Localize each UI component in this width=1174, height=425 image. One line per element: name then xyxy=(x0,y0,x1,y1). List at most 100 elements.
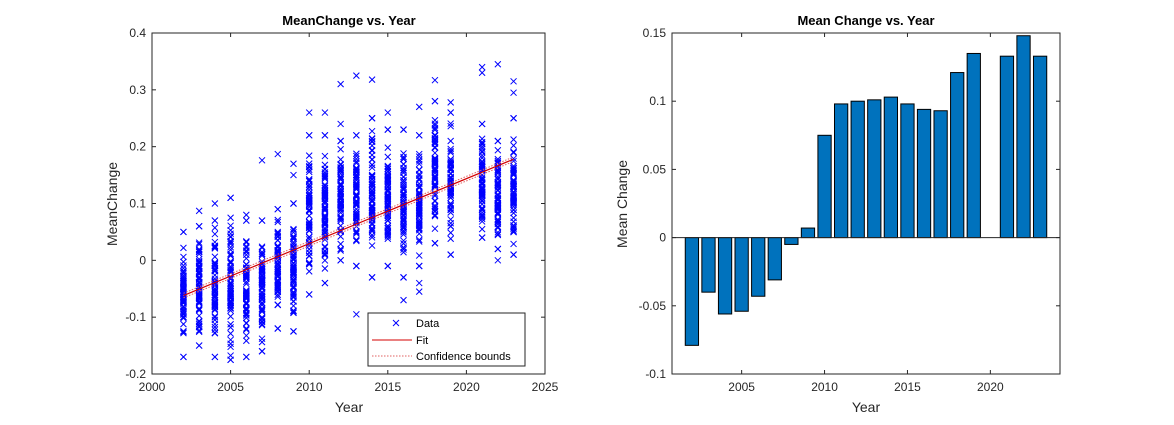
data-point xyxy=(431,181,439,189)
data-point xyxy=(431,205,439,213)
data-point xyxy=(242,280,250,288)
data-point xyxy=(368,176,376,183)
data-point xyxy=(242,314,250,322)
data-point xyxy=(368,219,376,227)
data-point xyxy=(353,72,360,79)
data-point xyxy=(321,205,329,212)
data-point xyxy=(274,263,282,270)
data-point xyxy=(274,285,282,293)
data-point xyxy=(510,155,517,163)
data-point xyxy=(384,205,392,213)
data-point xyxy=(274,150,282,158)
data-point xyxy=(337,160,344,168)
data-point xyxy=(180,253,187,261)
data-point xyxy=(305,109,313,116)
data-point xyxy=(258,306,266,314)
data-point xyxy=(337,173,344,181)
data-point xyxy=(400,218,407,225)
data-point xyxy=(415,279,423,287)
data-point xyxy=(478,63,486,71)
data-point xyxy=(431,122,439,129)
data-point xyxy=(431,76,439,84)
data-point xyxy=(258,318,266,326)
data-point xyxy=(415,211,423,219)
data-point xyxy=(242,325,250,332)
bar-2004 xyxy=(717,237,733,315)
data-point xyxy=(321,203,329,211)
data-point xyxy=(337,195,344,203)
data-point xyxy=(258,156,266,164)
data-point xyxy=(447,175,455,182)
data-point xyxy=(431,192,439,200)
data-point xyxy=(384,225,392,232)
data-point xyxy=(242,309,250,317)
data-point xyxy=(368,242,376,249)
data-point xyxy=(353,150,360,158)
data-point xyxy=(494,230,502,238)
bar-2007 xyxy=(767,237,782,281)
data-point xyxy=(353,176,360,184)
data-point xyxy=(227,266,234,274)
data-point xyxy=(305,166,313,174)
bar-x-tick-label: 2020 xyxy=(977,380,1004,394)
data-point xyxy=(180,320,187,328)
data-point xyxy=(494,181,502,188)
data-point xyxy=(195,239,203,247)
data-point xyxy=(290,238,297,246)
data-point xyxy=(478,205,486,213)
data-point xyxy=(510,148,517,156)
data-point xyxy=(415,183,423,190)
data-point xyxy=(180,285,187,293)
data-point xyxy=(321,250,329,257)
data-point xyxy=(415,238,423,245)
data-point xyxy=(258,284,266,292)
data-point xyxy=(494,194,502,202)
data-point xyxy=(400,248,407,256)
data-point xyxy=(431,182,439,190)
data-point xyxy=(478,225,486,233)
data-point xyxy=(510,165,517,172)
data-point xyxy=(305,168,313,176)
data-point xyxy=(258,275,266,283)
scatter-y-axis-label: MeanChange xyxy=(104,162,120,246)
data-point xyxy=(384,165,392,173)
data-point xyxy=(274,301,282,309)
data-point xyxy=(211,245,219,252)
data-point xyxy=(510,162,517,170)
data-point xyxy=(447,166,455,174)
data-point xyxy=(447,251,455,259)
data-point xyxy=(447,229,455,237)
data-point xyxy=(384,186,392,194)
data-point xyxy=(337,120,344,128)
data-point xyxy=(274,293,282,301)
data-point xyxy=(305,222,313,229)
data-point xyxy=(337,215,344,223)
scatter-y-tick-label: 0.1 xyxy=(129,197,146,211)
data-point xyxy=(494,184,502,191)
data-point xyxy=(510,157,517,165)
bar-y-tick-label: 0 xyxy=(659,231,666,245)
data-point xyxy=(180,272,187,280)
bar-y-tick-label: -0.1 xyxy=(645,367,666,381)
data-point xyxy=(447,200,455,207)
bar-y-tick-label: 0.1 xyxy=(649,94,666,108)
data-point xyxy=(368,234,376,241)
data-point xyxy=(400,166,407,174)
data-point xyxy=(305,152,313,159)
data-point xyxy=(195,307,203,314)
data-point xyxy=(321,265,329,272)
data-point xyxy=(510,251,517,259)
data-point xyxy=(195,207,203,215)
data-point xyxy=(353,210,360,218)
scatter-legend: Data Fit Confidence bounds xyxy=(367,312,526,367)
data-point xyxy=(242,295,250,303)
data-point xyxy=(180,308,187,315)
data-point xyxy=(290,309,297,316)
data-point xyxy=(368,181,376,189)
data-point xyxy=(447,216,455,223)
data-point xyxy=(353,199,360,207)
data-point xyxy=(384,195,392,202)
scatter-y-tick-label: -0.2 xyxy=(125,367,146,381)
scatter-x-tick-label: 2020 xyxy=(453,380,480,394)
